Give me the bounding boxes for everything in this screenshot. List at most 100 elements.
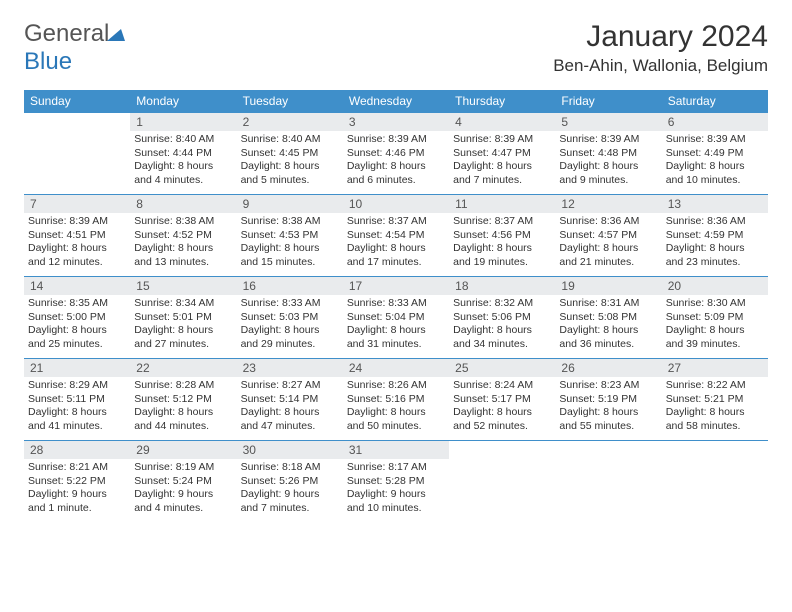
day-content: Sunrise: 8:39 AMSunset: 4:51 PMDaylight:… <box>24 213 130 274</box>
day-content: Sunrise: 8:32 AMSunset: 5:06 PMDaylight:… <box>449 295 555 356</box>
day-number: 14 <box>24 277 130 295</box>
day-content: Sunrise: 8:19 AMSunset: 5:24 PMDaylight:… <box>130 459 236 520</box>
day-number: 4 <box>449 113 555 131</box>
daylight-text: Daylight: 8 hours and 27 minutes. <box>134 324 232 351</box>
sunset-text: Sunset: 4:54 PM <box>347 229 445 243</box>
sunset-text: Sunset: 4:49 PM <box>666 147 764 161</box>
sunrise-text: Sunrise: 8:26 AM <box>347 379 445 393</box>
sunset-text: Sunset: 4:53 PM <box>241 229 339 243</box>
daylight-text: Daylight: 8 hours and 6 minutes. <box>347 160 445 187</box>
calendar-cell: 15Sunrise: 8:34 AMSunset: 5:01 PMDayligh… <box>130 276 236 358</box>
day-content: Sunrise: 8:29 AMSunset: 5:11 PMDaylight:… <box>24 377 130 438</box>
day-content: Sunrise: 8:39 AMSunset: 4:47 PMDaylight:… <box>449 131 555 192</box>
day-content: Sunrise: 8:27 AMSunset: 5:14 PMDaylight:… <box>237 377 343 438</box>
calendar-cell: 19Sunrise: 8:31 AMSunset: 5:08 PMDayligh… <box>555 276 661 358</box>
day-number: 27 <box>662 359 768 377</box>
calendar-cell: 2Sunrise: 8:40 AMSunset: 4:45 PMDaylight… <box>237 112 343 194</box>
sunset-text: Sunset: 5:12 PM <box>134 393 232 407</box>
sunrise-text: Sunrise: 8:31 AM <box>559 297 657 311</box>
day-number: 9 <box>237 195 343 213</box>
sunrise-text: Sunrise: 8:32 AM <box>453 297 551 311</box>
day-content: Sunrise: 8:37 AMSunset: 4:54 PMDaylight:… <box>343 213 449 274</box>
daylight-text: Daylight: 9 hours and 4 minutes. <box>134 488 232 515</box>
calendar-cell: 26Sunrise: 8:23 AMSunset: 5:19 PMDayligh… <box>555 358 661 440</box>
day-content: Sunrise: 8:39 AMSunset: 4:49 PMDaylight:… <box>662 131 768 192</box>
sunrise-text: Sunrise: 8:37 AM <box>453 215 551 229</box>
sunset-text: Sunset: 5:24 PM <box>134 475 232 489</box>
sunrise-text: Sunrise: 8:18 AM <box>241 461 339 475</box>
day-number: 12 <box>555 195 661 213</box>
daylight-text: Daylight: 9 hours and 1 minute. <box>28 488 126 515</box>
sunset-text: Sunset: 4:47 PM <box>453 147 551 161</box>
daylight-text: Daylight: 8 hours and 19 minutes. <box>453 242 551 269</box>
sunrise-text: Sunrise: 8:17 AM <box>347 461 445 475</box>
daylight-text: Daylight: 8 hours and 29 minutes. <box>241 324 339 351</box>
day-content: Sunrise: 8:22 AMSunset: 5:21 PMDaylight:… <box>662 377 768 438</box>
sunset-text: Sunset: 5:19 PM <box>559 393 657 407</box>
calendar-cell: 9Sunrise: 8:38 AMSunset: 4:53 PMDaylight… <box>237 194 343 276</box>
calendar-cell: 7Sunrise: 8:39 AMSunset: 4:51 PMDaylight… <box>24 194 130 276</box>
day-number: 8 <box>130 195 236 213</box>
sunset-text: Sunset: 4:59 PM <box>666 229 764 243</box>
weekday-header: Tuesday <box>237 90 343 112</box>
day-number: 19 <box>555 277 661 295</box>
day-number: 22 <box>130 359 236 377</box>
day-number: 16 <box>237 277 343 295</box>
sunset-text: Sunset: 5:11 PM <box>28 393 126 407</box>
calendar-cell: 25Sunrise: 8:24 AMSunset: 5:17 PMDayligh… <box>449 358 555 440</box>
day-content: Sunrise: 8:35 AMSunset: 5:00 PMDaylight:… <box>24 295 130 356</box>
calendar-cell <box>24 112 130 194</box>
day-number: 1 <box>130 113 236 131</box>
day-content: Sunrise: 8:31 AMSunset: 5:08 PMDaylight:… <box>555 295 661 356</box>
sunrise-text: Sunrise: 8:40 AM <box>241 133 339 147</box>
day-number: 28 <box>24 441 130 459</box>
day-number: 25 <box>449 359 555 377</box>
day-content: Sunrise: 8:38 AMSunset: 4:53 PMDaylight:… <box>237 213 343 274</box>
day-content: Sunrise: 8:37 AMSunset: 4:56 PMDaylight:… <box>449 213 555 274</box>
sunset-text: Sunset: 5:00 PM <box>28 311 126 325</box>
daylight-text: Daylight: 8 hours and 52 minutes. <box>453 406 551 433</box>
sunrise-text: Sunrise: 8:27 AM <box>241 379 339 393</box>
logo-part1: General <box>24 20 109 47</box>
daylight-text: Daylight: 8 hours and 10 minutes. <box>666 160 764 187</box>
day-number: 23 <box>237 359 343 377</box>
daylight-text: Daylight: 9 hours and 7 minutes. <box>241 488 339 515</box>
month-title: January 2024 <box>553 20 768 54</box>
calendar-cell: 28Sunrise: 8:21 AMSunset: 5:22 PMDayligh… <box>24 440 130 522</box>
calendar-cell: 8Sunrise: 8:38 AMSunset: 4:52 PMDaylight… <box>130 194 236 276</box>
weekday-header: Sunday <box>24 90 130 112</box>
sunset-text: Sunset: 5:06 PM <box>453 311 551 325</box>
calendar-cell: 27Sunrise: 8:22 AMSunset: 5:21 PMDayligh… <box>662 358 768 440</box>
sunrise-text: Sunrise: 8:33 AM <box>241 297 339 311</box>
day-content: Sunrise: 8:26 AMSunset: 5:16 PMDaylight:… <box>343 377 449 438</box>
day-content: Sunrise: 8:17 AMSunset: 5:28 PMDaylight:… <box>343 459 449 520</box>
day-number: 10 <box>343 195 449 213</box>
sunset-text: Sunset: 5:04 PM <box>347 311 445 325</box>
daylight-text: Daylight: 8 hours and 25 minutes. <box>28 324 126 351</box>
sunrise-text: Sunrise: 8:39 AM <box>347 133 445 147</box>
logo: GeneralBlue <box>24 20 125 76</box>
day-content: Sunrise: 8:39 AMSunset: 4:46 PMDaylight:… <box>343 131 449 192</box>
day-content: Sunrise: 8:36 AMSunset: 4:57 PMDaylight:… <box>555 213 661 274</box>
daylight-text: Daylight: 8 hours and 36 minutes. <box>559 324 657 351</box>
weekday-header: Saturday <box>662 90 768 112</box>
header-right: January 2024 Ben-Ahin, Wallonia, Belgium <box>553 20 768 76</box>
sunset-text: Sunset: 4:56 PM <box>453 229 551 243</box>
weekday-header: Monday <box>130 90 236 112</box>
calendar-cell: 1Sunrise: 8:40 AMSunset: 4:44 PMDaylight… <box>130 112 236 194</box>
sunrise-text: Sunrise: 8:39 AM <box>666 133 764 147</box>
sunrise-text: Sunrise: 8:29 AM <box>28 379 126 393</box>
day-content: Sunrise: 8:23 AMSunset: 5:19 PMDaylight:… <box>555 377 661 438</box>
calendar-cell: 10Sunrise: 8:37 AMSunset: 4:54 PMDayligh… <box>343 194 449 276</box>
day-content: Sunrise: 8:36 AMSunset: 4:59 PMDaylight:… <box>662 213 768 274</box>
sunset-text: Sunset: 4:44 PM <box>134 147 232 161</box>
sunset-text: Sunset: 4:48 PM <box>559 147 657 161</box>
daylight-text: Daylight: 8 hours and 39 minutes. <box>666 324 764 351</box>
day-content: Sunrise: 8:40 AMSunset: 4:45 PMDaylight:… <box>237 131 343 192</box>
weekday-header: Friday <box>555 90 661 112</box>
calendar-cell <box>662 440 768 522</box>
day-content: Sunrise: 8:38 AMSunset: 4:52 PMDaylight:… <box>130 213 236 274</box>
sunset-text: Sunset: 4:45 PM <box>241 147 339 161</box>
daylight-text: Daylight: 8 hours and 21 minutes. <box>559 242 657 269</box>
day-content: Sunrise: 8:28 AMSunset: 5:12 PMDaylight:… <box>130 377 236 438</box>
